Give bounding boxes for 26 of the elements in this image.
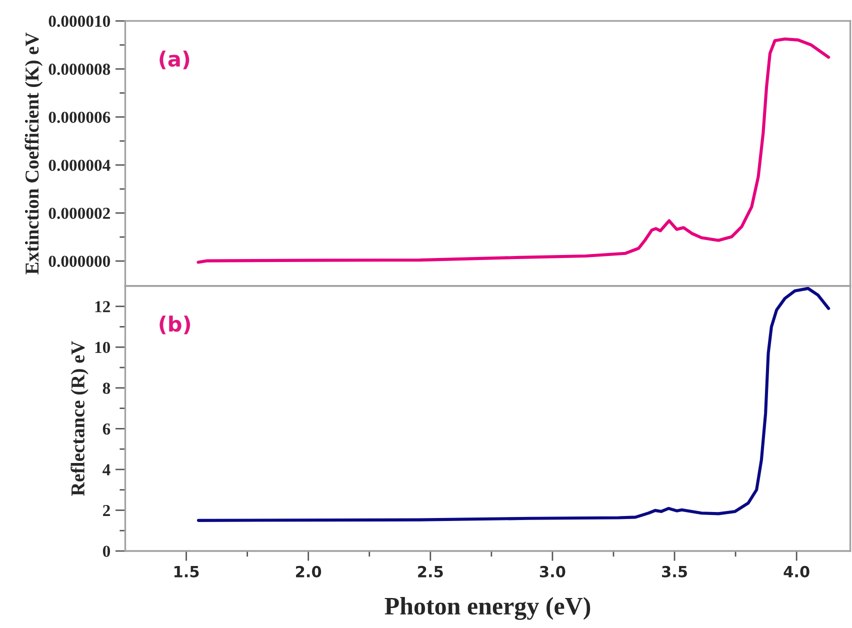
y-tick-label: 10 — [95, 342, 110, 354]
annotation: (b) — [160, 316, 190, 334]
y-axis-title: Extinction Coefficient (K) eV — [24, 32, 43, 274]
line-series — [196, 37, 830, 264]
y-axis-title: Reflectance (R) eV — [70, 340, 88, 496]
y-tick-label: 0.000004 — [48, 160, 110, 172]
y-tick-label: 0.000008 — [48, 64, 110, 76]
x-tick-label: 2.5 — [418, 566, 443, 578]
y-tick-label: 4 — [102, 464, 110, 476]
x-tick-label: 2.0 — [296, 566, 322, 578]
x-tick-label: 4.0 — [784, 566, 810, 578]
y-tick-label: 0.000000 — [48, 256, 110, 268]
x-tick-label: 3.0 — [540, 566, 566, 578]
y-tick-label: 0.000002 — [48, 208, 110, 220]
x-tick-label: 3.5 — [662, 566, 687, 578]
y-tick-label: 0.000006 — [48, 112, 110, 124]
y-tick-label: 0.000010 — [48, 16, 110, 27]
y-tick-label: 0 — [102, 546, 110, 557]
y-tick-label: 12 — [95, 301, 110, 312]
x-tick-label: 1.5 — [174, 566, 199, 578]
annotation: (a) — [160, 50, 190, 70]
y-tick-label: 8 — [102, 382, 110, 394]
x-axis-title: Photon energy (eV) — [384, 597, 590, 620]
y-tick-label: 6 — [102, 423, 110, 435]
y-tick-label: 2 — [103, 504, 110, 516]
line-series — [196, 286, 830, 522]
